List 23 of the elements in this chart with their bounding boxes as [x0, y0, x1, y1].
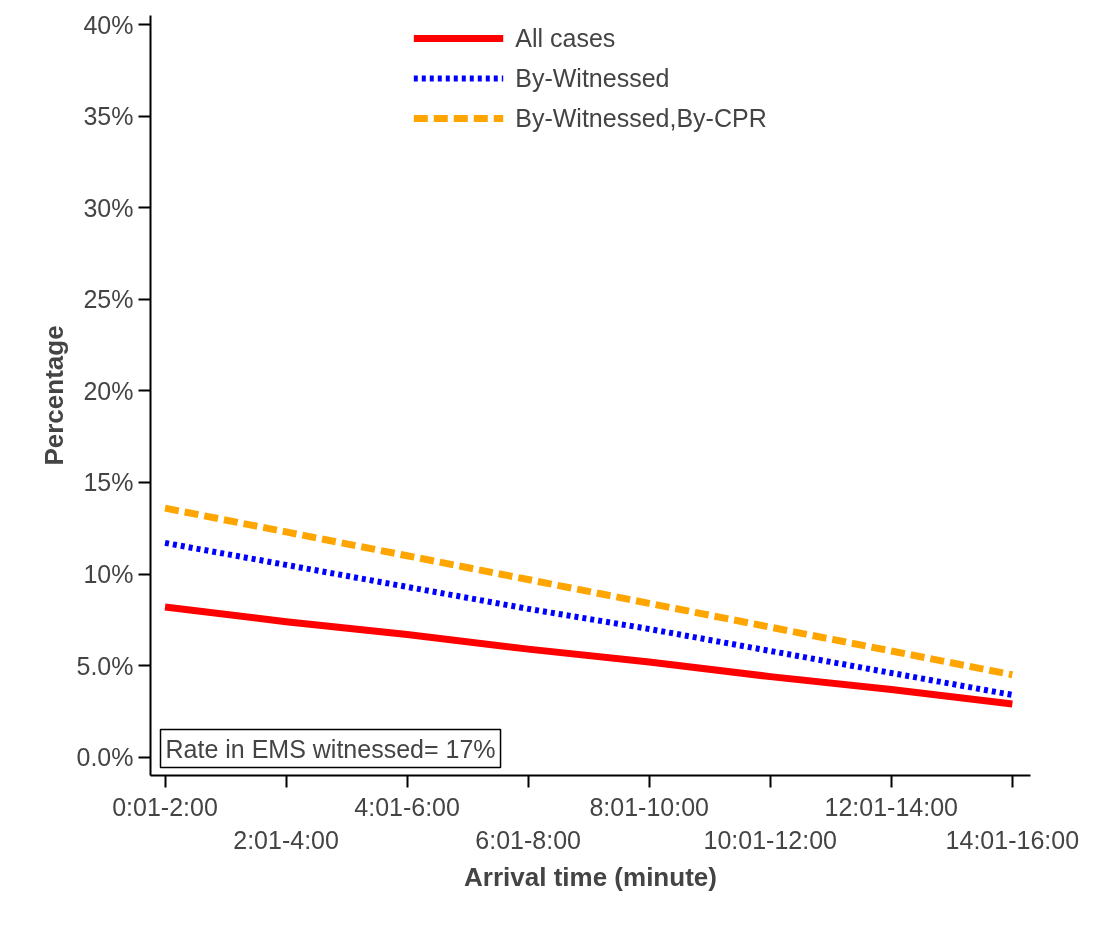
legend-label: By-Witnessed: [515, 62, 670, 94]
y-tick-label: 30%: [83, 193, 134, 222]
x-tick-label: 6:01-8:00: [475, 826, 581, 855]
x-axis-title: Arrival time (minute): [464, 862, 717, 893]
y-axis-title: Percentage: [38, 325, 69, 466]
x-tick-label: 0:01-2:00: [112, 792, 218, 821]
y-tick-label: 5.0%: [76, 651, 134, 680]
x-tick-label: 2:01-4:00: [233, 826, 339, 855]
x-tick-label: 8:01-10:00: [589, 792, 709, 821]
annotation: Rate in EMS witnessed= 17%: [165, 734, 496, 763]
y-tick-label: 20%: [83, 376, 134, 405]
x-tick-label: 4:01-6:00: [354, 792, 460, 821]
legend-label: All cases: [515, 22, 616, 54]
y-tick-label: 25%: [83, 285, 134, 314]
y-tick-label: 15%: [83, 468, 134, 497]
x-tick-label: 14:01-16:00: [945, 826, 1080, 855]
y-tick-label: 0.0%: [76, 743, 134, 772]
y-tick-label: 40%: [83, 10, 134, 39]
legend-label: By-Witnessed,By-CPR: [515, 102, 767, 134]
y-tick-label: 35%: [83, 102, 134, 131]
x-tick-label: 12:01-14:00: [824, 792, 959, 821]
x-tick-label: 10:01-12:00: [703, 826, 837, 855]
y-tick-label: 10%: [83, 560, 134, 589]
